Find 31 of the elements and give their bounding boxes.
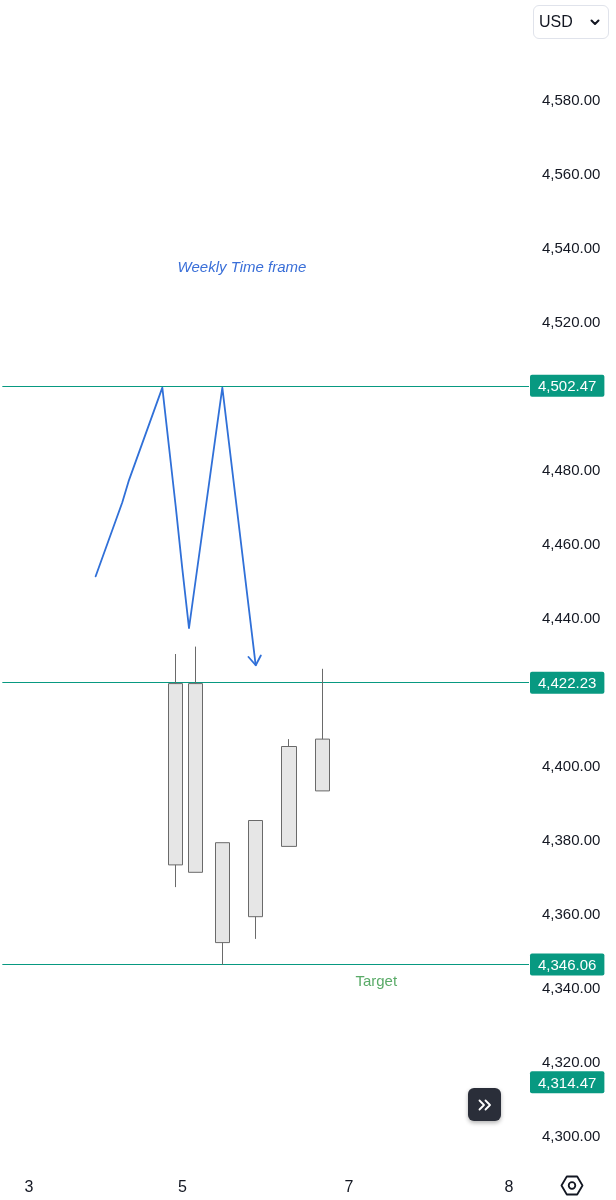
y-tick-label: 4,340.00: [542, 978, 601, 996]
annotation: Target: [355, 972, 398, 990]
annotation: Weekly Time frame: [177, 258, 307, 276]
x-tick-label: 8: [504, 1177, 514, 1195]
ref-line-label: 4,422.23: [538, 674, 597, 692]
ref-line-label: 4,502.47: [538, 377, 597, 395]
ref-line-label: 4,346.06: [538, 956, 597, 974]
text: 4,314.47: [538, 1073, 597, 1091]
x-tick-label: 7: [344, 1177, 354, 1195]
y-tick-label: 4,560.00: [542, 164, 601, 182]
y-tick-label: 4,480.00: [542, 460, 601, 478]
y-tick-label: 4,540.00: [542, 238, 601, 256]
y-tick-label: 4,520.00: [542, 312, 601, 330]
y-tick-label: 4,460.00: [542, 534, 601, 552]
y-tick-label: 4,380.00: [542, 830, 601, 848]
y-tick-label: 4,360.00: [542, 904, 601, 922]
candlestick: [248, 820, 263, 940]
x-tick-label: 3: [24, 1177, 34, 1195]
y-tick-label: 4,400.00: [542, 756, 601, 774]
currency-dropdown: USD: [533, 5, 609, 39]
candlestick: [315, 668, 330, 792]
candlestick: [168, 653, 183, 888]
candlestick: [215, 842, 230, 966]
y-tick-label: 4,580.00: [542, 90, 601, 108]
candlestick: [281, 738, 297, 847]
y-tick-label: 4,440.00: [542, 608, 601, 626]
y-tick-label: 4,320.00: [542, 1052, 601, 1070]
x-tick-label: 5: [177, 1177, 187, 1195]
y-tick-label: 4,300.00: [542, 1126, 601, 1144]
y-axis-title: USD: [539, 13, 573, 31]
candlestick: [188, 646, 203, 873]
